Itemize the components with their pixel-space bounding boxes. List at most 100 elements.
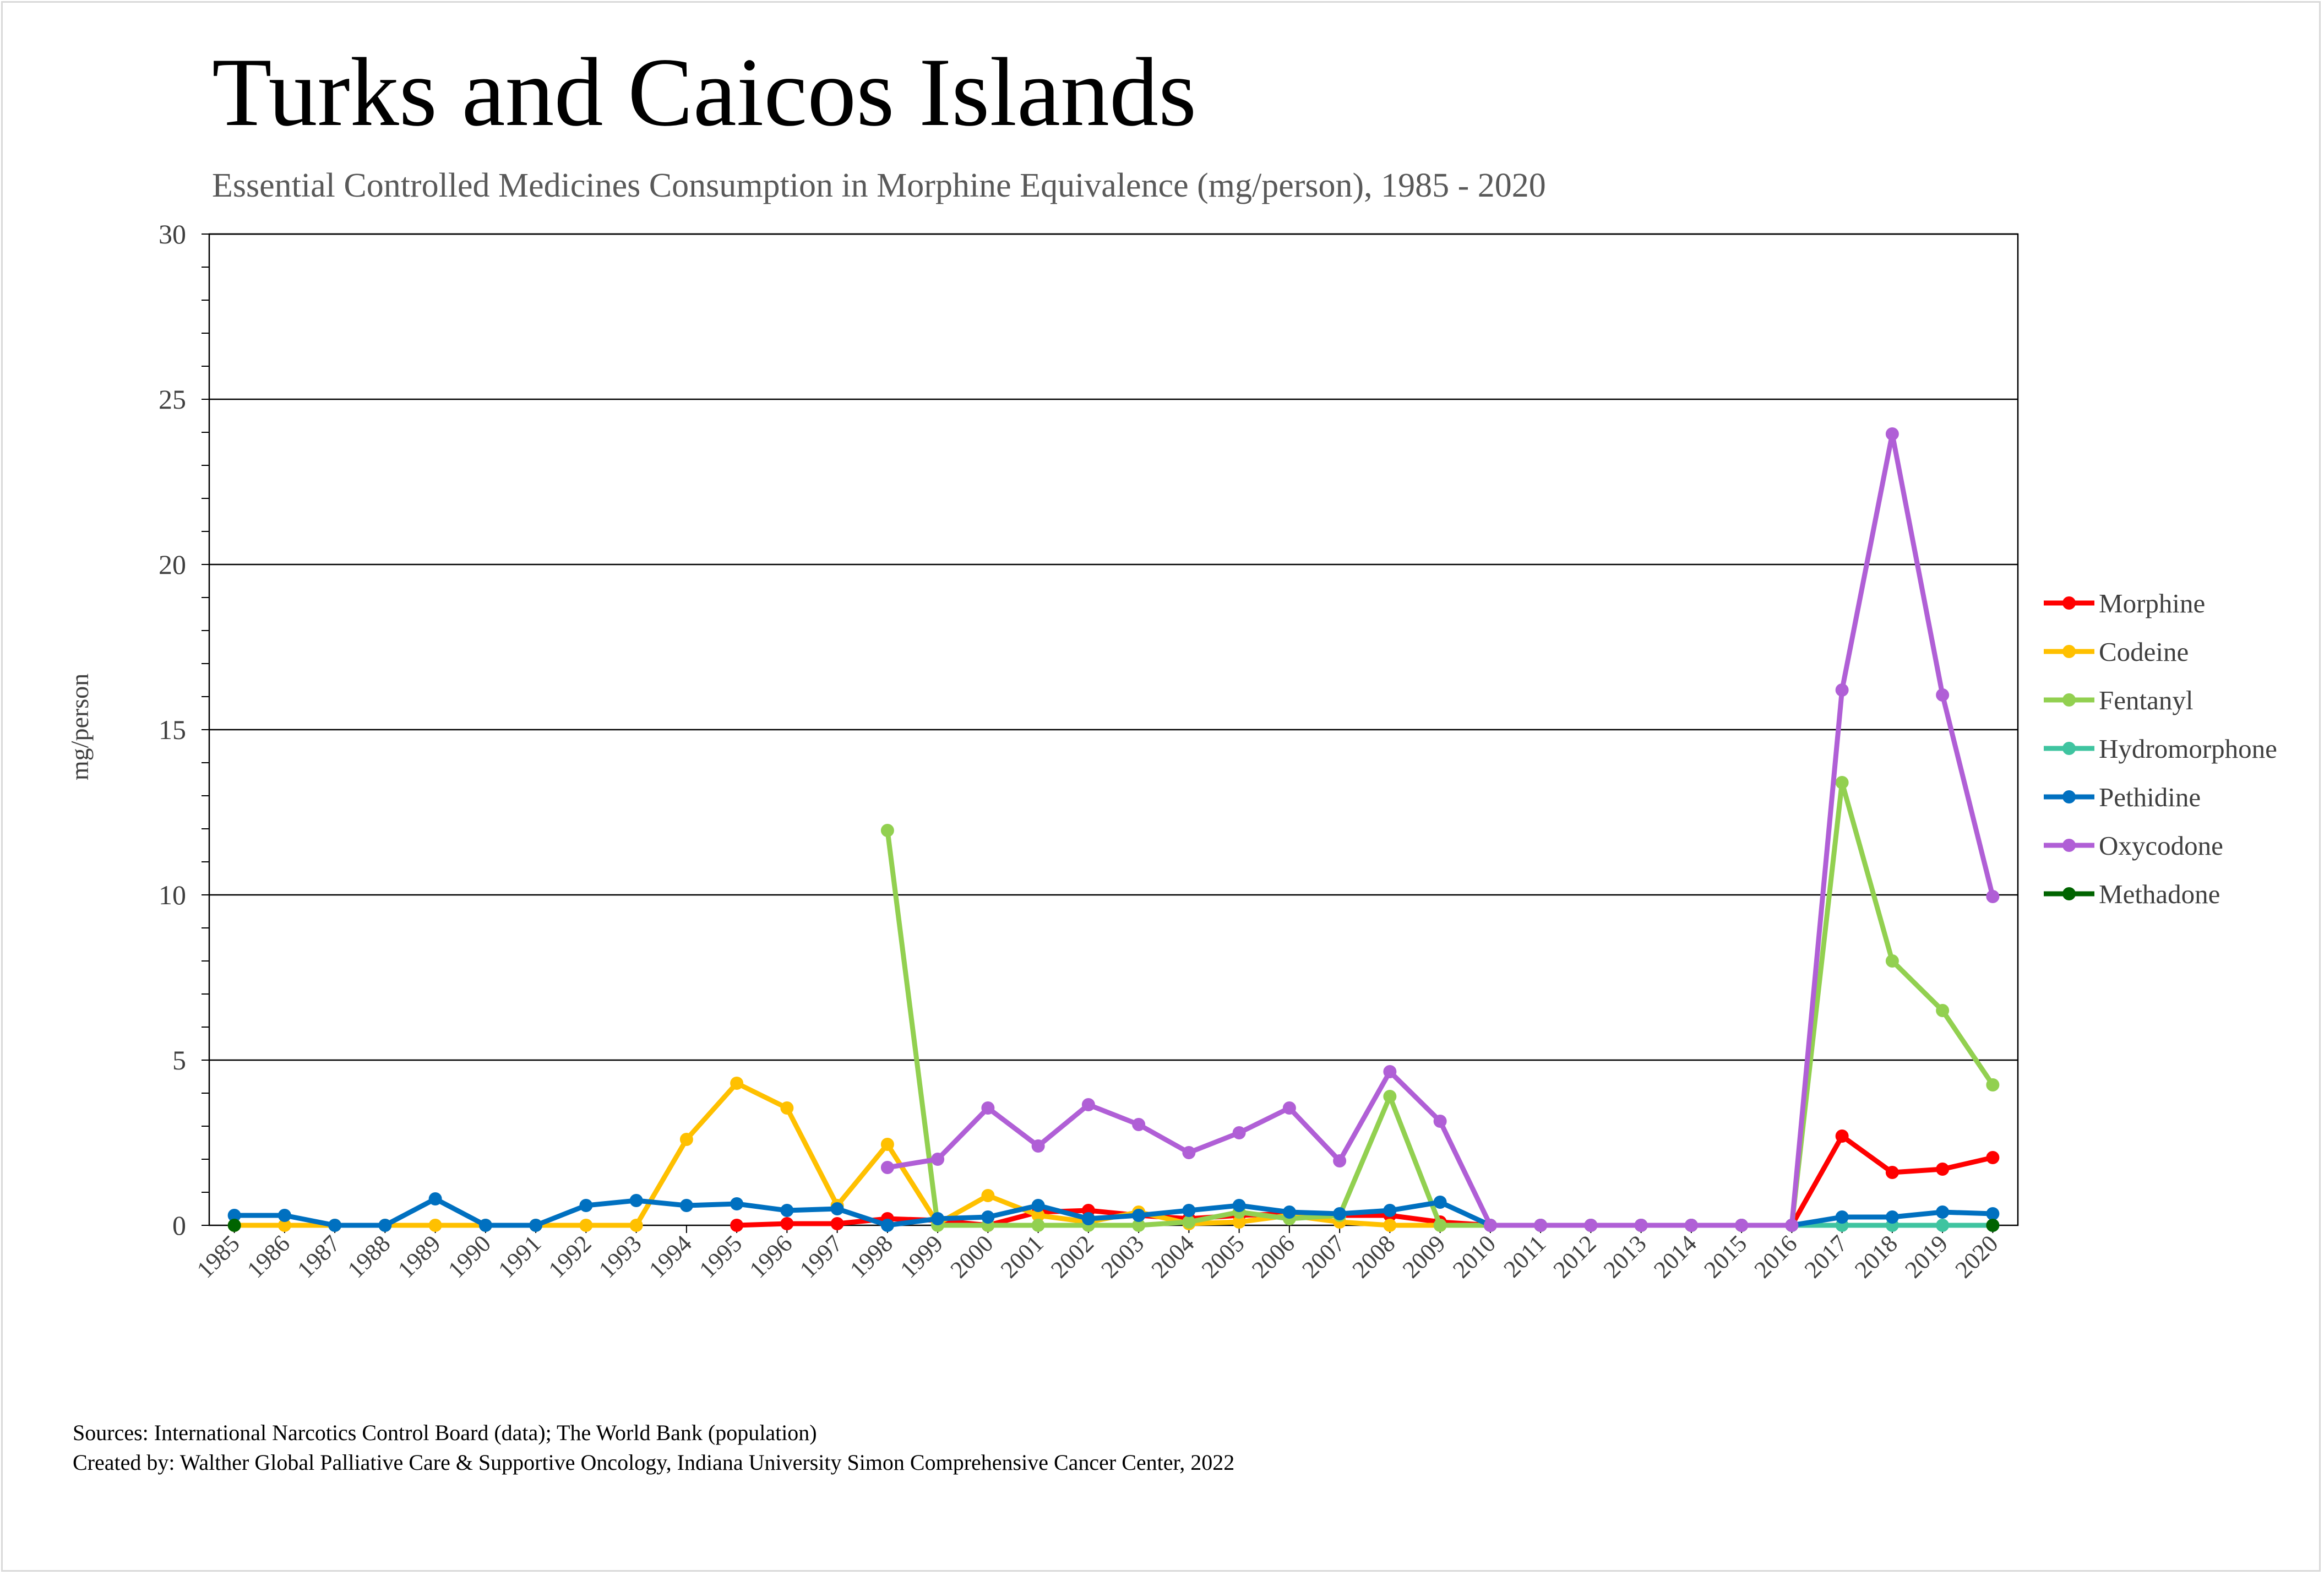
legend: Morphine Codeine Fentanyl Hydromorphone Peth…: [2044, 588, 2277, 909]
fentanyl-point: [1383, 1090, 1397, 1103]
pethidine-point: [1936, 1205, 1950, 1219]
oxycodone-point: [1785, 1219, 1799, 1232]
x-tick-label: 2020: [1950, 1230, 2004, 1283]
x-tick-label: 2017: [1799, 1230, 1853, 1283]
codeine-point: [1031, 1209, 1045, 1222]
x-tick-label: 2002: [1046, 1230, 1099, 1283]
x-tick-label: 2005: [1196, 1230, 1250, 1283]
y-tick-label: 0: [172, 1210, 186, 1241]
morphine-point: [730, 1219, 744, 1232]
oxycodone-point: [1835, 683, 1849, 697]
oxycodone-point: [1232, 1126, 1246, 1139]
oxycodone-point: [1081, 1098, 1095, 1111]
pethidine-point: [830, 1202, 844, 1215]
series-fentanyl: [880, 776, 2000, 1232]
x-tick-label: 2009: [1397, 1230, 1451, 1283]
codeine-point: [579, 1219, 593, 1232]
x-tick-label: 2014: [1648, 1230, 1702, 1283]
x-tick-label: 1995: [694, 1230, 747, 1283]
oxycodone-point: [931, 1153, 945, 1166]
codeine-point: [277, 1219, 291, 1232]
oxycodone-point: [1182, 1146, 1196, 1159]
pethidine-point: [981, 1210, 995, 1224]
x-tick-label: 1987: [292, 1230, 345, 1283]
methadone-point: [227, 1219, 241, 1232]
oxycodone-point: [1634, 1219, 1648, 1232]
y-tick-label: 25: [159, 384, 186, 415]
codeine-point: [730, 1077, 744, 1090]
pethidine-point: [1835, 1210, 1849, 1224]
pethidine-point: [328, 1219, 342, 1232]
codeine-point: [428, 1219, 442, 1232]
codeine-point: [679, 1133, 693, 1146]
pethidine-point: [1383, 1204, 1397, 1217]
legend-label: Pethidine: [2099, 782, 2201, 812]
oxycodone-point: [1584, 1219, 1598, 1232]
methadone-point: [1986, 1219, 2000, 1232]
fentanyl-point: [1986, 1078, 2000, 1091]
oxycodone-point: [1383, 1065, 1397, 1078]
pethidine-point: [1081, 1212, 1095, 1225]
legend-swatch-marker: [2062, 742, 2076, 755]
x-tick-label: 2019: [1900, 1230, 1953, 1283]
chart-subtitle: Essential Controlled Medicines Consumpti…: [212, 167, 1546, 204]
codeine-line: [232, 1080, 1794, 1228]
legend-swatch-marker: [2062, 645, 2076, 658]
x-tick-label: 1994: [644, 1230, 697, 1283]
oxycodone-line: [885, 431, 1995, 1228]
hydromorphone-point: [1936, 1219, 1950, 1232]
legend-item-pethidine: Pethidine: [2044, 782, 2201, 812]
x-tick-label: 1999: [895, 1230, 948, 1283]
x-tick-label: 1991: [493, 1230, 546, 1283]
oxycodone-point: [1936, 688, 1950, 702]
x-tick-label: 1988: [342, 1230, 396, 1283]
pethidine-point: [579, 1199, 593, 1212]
oxycodone-point: [1282, 1101, 1296, 1115]
x-tick-label: 2010: [1447, 1230, 1501, 1283]
codeine-point: [880, 1138, 894, 1151]
x-tick-label: 2007: [1297, 1230, 1350, 1283]
axes: [202, 233, 2019, 1233]
legend-item-methadone: Methadone: [2044, 879, 2220, 909]
oxycodone-point: [1885, 427, 1899, 441]
x-tick-label: 2018: [1849, 1230, 1903, 1283]
morphine-point: [1936, 1163, 1950, 1176]
x-tick-label: 1992: [543, 1230, 597, 1283]
footer-created-by: Created by: Walther Global Palliative Ca…: [73, 1450, 1235, 1475]
pethidine-point: [277, 1209, 291, 1222]
pethidine-point: [227, 1209, 241, 1222]
fentanyl-point: [1433, 1219, 1447, 1232]
pethidine-point: [1031, 1199, 1045, 1212]
x-tick-label: 1985: [192, 1230, 245, 1283]
x-tick-label: 2011: [1498, 1230, 1551, 1283]
codeine-point: [981, 1189, 995, 1202]
codeine-point: [629, 1219, 643, 1232]
pethidine-point: [378, 1219, 392, 1232]
series-lines: [227, 427, 2000, 1232]
y-tick-label: 5: [172, 1045, 186, 1076]
pethidine-point: [428, 1192, 442, 1205]
fentanyl-point: [1835, 776, 1849, 789]
pethidine-point: [529, 1219, 543, 1232]
legend-item-codeine: Codeine: [2044, 637, 2189, 667]
series-methadone: [227, 1219, 2000, 1232]
x-tick-label: 1996: [744, 1230, 798, 1283]
pethidine-point: [1433, 1196, 1447, 1209]
pethidine-point: [1885, 1210, 1899, 1224]
pethidine-point: [880, 1219, 894, 1232]
fentanyl-point: [880, 824, 894, 837]
oxycodone-point: [1031, 1139, 1045, 1153]
codeine-point: [780, 1101, 794, 1115]
oxycodone-point: [981, 1101, 995, 1115]
legend-item-fentanyl: Fentanyl: [2044, 685, 2193, 715]
y-tick-label: 15: [159, 714, 186, 745]
series-morphine: [730, 1129, 2000, 1232]
pethidine-point: [1333, 1207, 1347, 1220]
y-tick-label: 10: [159, 879, 186, 910]
x-tick-label: 1990: [443, 1230, 496, 1283]
oxycodone-point: [1433, 1115, 1447, 1128]
oxycodone-point: [1534, 1219, 1548, 1232]
oxycodone-point: [1132, 1118, 1146, 1131]
